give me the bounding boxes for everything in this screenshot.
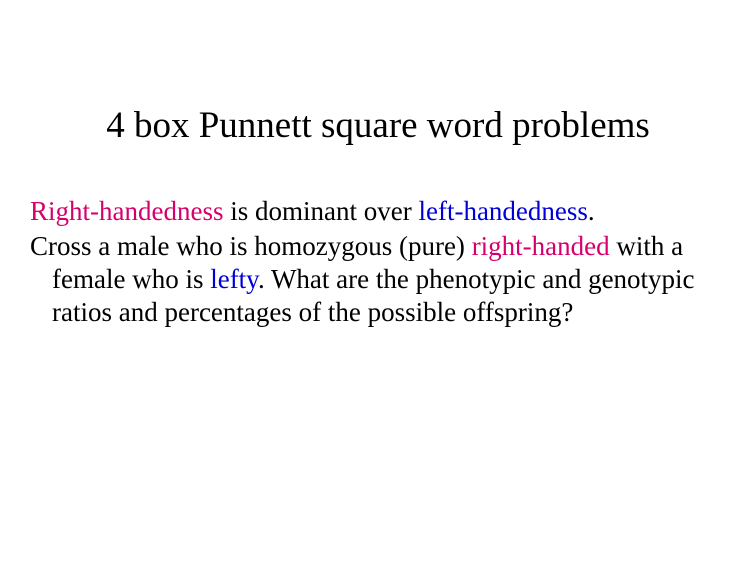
term-right-handedness: Right-handedness bbox=[30, 196, 223, 226]
text-span: is dominant over bbox=[223, 196, 418, 226]
slide-body: Right-handedness is dominant over left-h… bbox=[0, 195, 756, 329]
term-right-handed: right-handed bbox=[472, 231, 610, 261]
text-span: . bbox=[588, 196, 595, 226]
slide-title: 4 box Punnett square word problems bbox=[0, 0, 756, 195]
slide: 4 box Punnett square word problems Right… bbox=[0, 0, 756, 576]
text-span: Cross a male who is homozygous (pure) bbox=[30, 231, 472, 261]
paragraph-1: Right-handedness is dominant over left-h… bbox=[30, 195, 716, 228]
paragraph-2: Cross a male who is homozygous (pure) ri… bbox=[30, 230, 716, 329]
term-lefty: lefty bbox=[210, 264, 258, 294]
term-left-handedness: left-handedness bbox=[418, 196, 587, 226]
